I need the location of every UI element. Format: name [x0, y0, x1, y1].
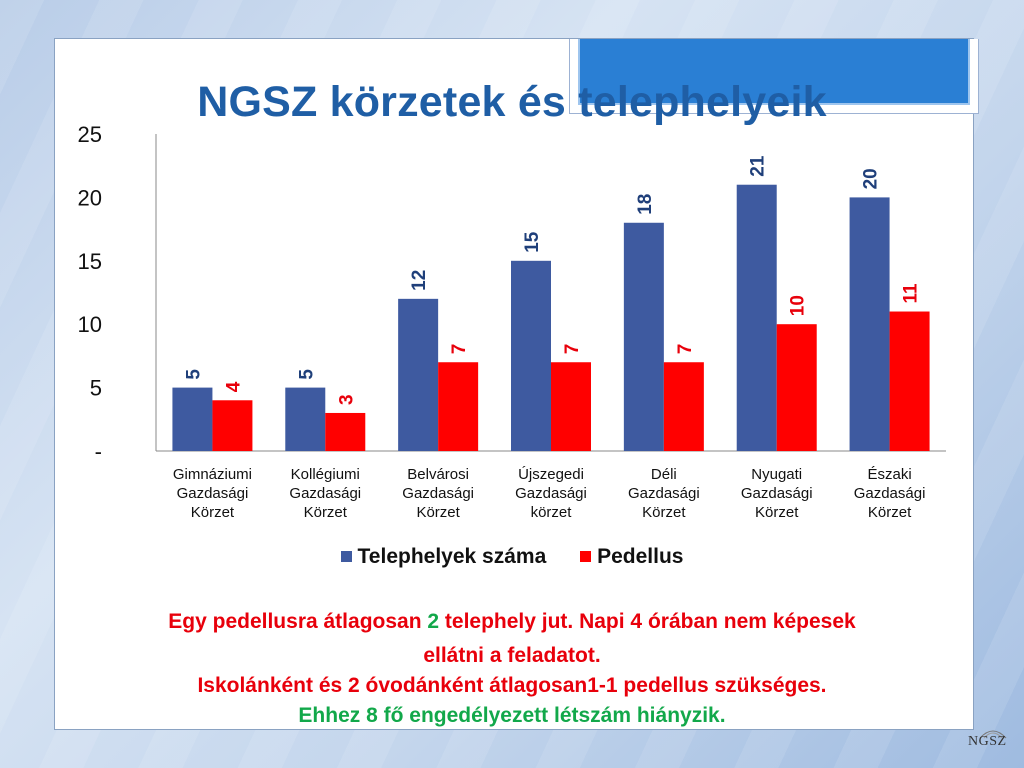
note-line-1: Egy pedellusra átlagosan 2 telephely jut…	[0, 610, 1024, 634]
data-label-telephelyek: 20	[861, 168, 882, 189]
x-category-label: Újszegedi	[518, 466, 584, 483]
y-tick-label: 5	[90, 376, 102, 401]
legend-swatch-pedellus	[580, 551, 592, 562]
x-category-label: Gazdasági	[628, 485, 700, 502]
x-category-label: Körzet	[191, 504, 235, 521]
header-accent-box	[569, 39, 979, 114]
data-label-pedellus: 3	[336, 394, 357, 405]
x-category-label: Nyugati	[751, 466, 802, 483]
data-label-pedellus: 7	[675, 344, 696, 355]
note-line-1-a: Egy pedellusra átlagosan	[168, 610, 428, 633]
legend-label-telephelyek: Telephelyek száma	[357, 544, 547, 568]
note-line-1-c: telephely jut. Napi 4 órában nem képesek	[439, 610, 856, 633]
bar-telephelyek	[511, 260, 551, 451]
x-category-label: Belvárosi	[407, 466, 469, 483]
data-label-telephelyek: 21	[748, 155, 769, 177]
header-accent-fill	[578, 39, 970, 105]
data-label-pedellus: 11	[901, 283, 922, 304]
x-category-label: Kollégiumi	[291, 466, 360, 483]
bar-pedellus	[325, 412, 366, 451]
data-label-pedellus: 4	[223, 381, 244, 392]
bar-pedellus	[551, 362, 591, 451]
x-category-label: körzet	[531, 504, 573, 521]
bar-telephelyek	[623, 222, 664, 451]
x-category-label: Körzet	[416, 504, 460, 521]
note-line-3: Iskolánként és 2 óvodánként átlagosan1-1…	[197, 674, 827, 697]
bar-chart: - 5 10 15 20 25 5 4 Gimnáziumi Gazdasági Körzet 5 3 K…	[78, 122, 946, 521]
legend-label-pedellus: Pedellus	[597, 544, 684, 568]
bar-pedellus	[438, 362, 479, 451]
x-category-label: Körzet	[755, 504, 799, 521]
data-label-telephelyek: 15	[522, 231, 543, 253]
x-category-label: Körzet	[304, 504, 348, 521]
note-line-2: ellátni a feladatot.	[423, 644, 601, 667]
x-category-label: Gazdasági	[289, 485, 361, 502]
bar-telephelyek	[398, 298, 439, 451]
bar-pedellus	[889, 311, 930, 451]
x-category-label: Északi	[867, 466, 911, 483]
slide-title: NGSZ körzetek és telephelyeik	[197, 78, 827, 126]
data-label-telephelyek: 18	[635, 194, 656, 215]
x-category-label: Gazdasági	[741, 485, 813, 502]
ngsz-logo-text: NGSZ	[968, 734, 1007, 749]
data-label-pedellus: 10	[788, 295, 809, 316]
x-category-label: Gazdasági	[515, 485, 587, 502]
x-category-label: Gazdasági	[177, 485, 249, 502]
ngsz-logo-icon	[979, 730, 1007, 739]
bar-pedellus	[776, 324, 817, 451]
y-tick-label: 20	[78, 185, 102, 210]
bar-telephelyek	[172, 387, 213, 451]
note-line-4: Ehhez 8 fő engedélyezett létszám hiányzi…	[298, 704, 726, 727]
data-label-telephelyek: 5	[183, 369, 204, 380]
x-category-label: Körzet	[868, 504, 912, 521]
x-category-label: Körzet	[642, 504, 686, 521]
chart-legend: Telephelyek száma Pedellus	[0, 544, 1024, 569]
data-label-pedellus: 7	[449, 344, 470, 355]
bar-telephelyek	[285, 387, 326, 451]
x-category-label: Gazdasági	[854, 485, 926, 502]
x-category-label: Gimnáziumi	[173, 466, 252, 483]
data-label-telephelyek: 5	[296, 369, 317, 380]
x-category-label: Déli	[651, 466, 677, 483]
bar-pedellus	[663, 362, 704, 451]
legend-item-telephelyek: Telephelyek száma	[340, 544, 547, 569]
data-label-telephelyek: 12	[409, 270, 430, 291]
bar-pedellus	[212, 400, 253, 451]
y-tick-label: 25	[78, 122, 102, 147]
y-tick-label: 10	[78, 312, 102, 337]
data-label-pedellus: 7	[562, 344, 583, 355]
y-tick-label: -	[95, 439, 102, 464]
x-category-label: Gazdasági	[402, 485, 474, 502]
legend-item-pedellus: Pedellus	[580, 545, 683, 569]
note-line-1-number: 2	[427, 610, 440, 633]
bar-telephelyek	[736, 184, 777, 451]
y-tick-label: 15	[78, 249, 102, 274]
bar-telephelyek	[849, 197, 890, 451]
legend-swatch-telephelyek	[340, 551, 352, 562]
